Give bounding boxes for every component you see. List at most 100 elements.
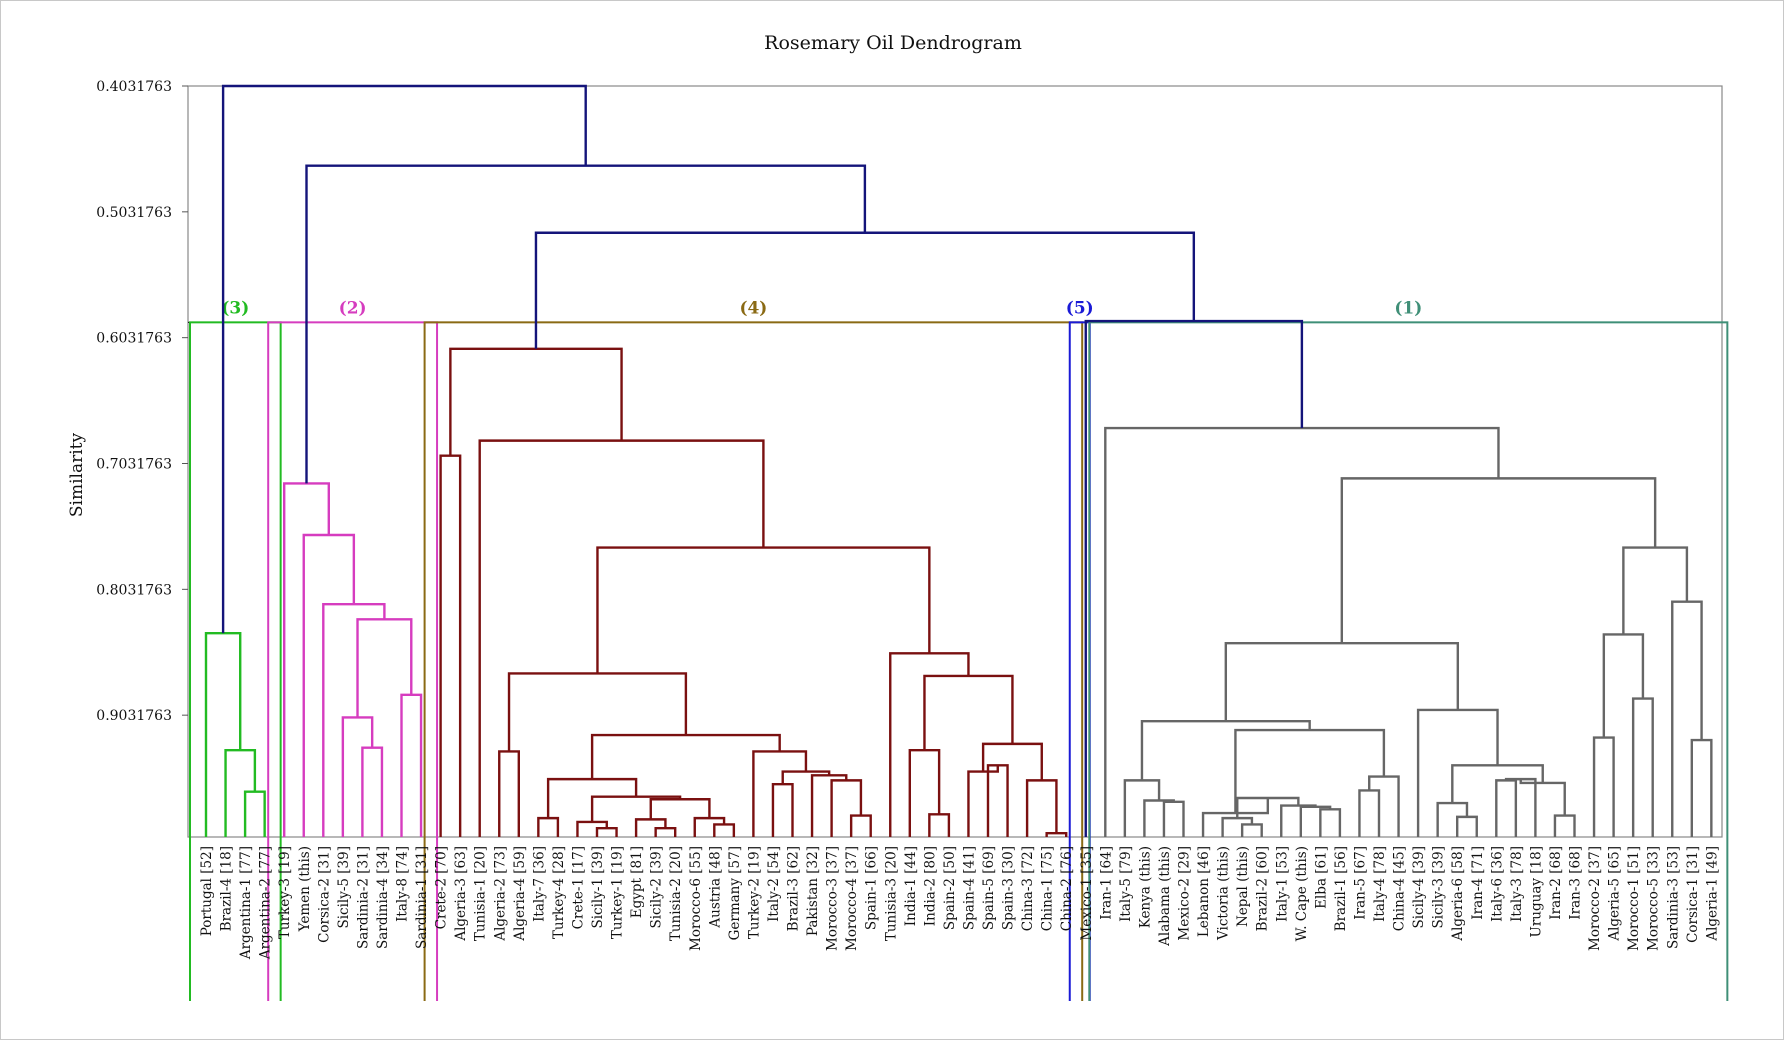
leaf-label: Morocco-2 [37] — [1587, 846, 1603, 951]
dendrogram-branch — [923, 674, 1014, 751]
dendrogram-branch — [439, 454, 462, 837]
dendrogram-branch — [537, 816, 560, 837]
dendrogram-branch — [534, 231, 1196, 349]
dendrogram-branch — [1631, 697, 1654, 837]
leaf-label: W. Cape (this) — [1294, 846, 1310, 941]
y-tick-label: 0.8031763 — [96, 582, 172, 598]
dendrogram-branch — [981, 742, 1043, 781]
dendrogram-branch — [1436, 801, 1469, 837]
leaf-label: Iran-5 [67] — [1352, 846, 1368, 920]
dendrogram-branch — [1553, 814, 1576, 837]
dendrogram-branch — [830, 779, 863, 837]
leaf-label: Morocco-1 [51] — [1626, 846, 1642, 951]
dendrogram-branch — [654, 826, 677, 837]
leaf-label: China-2 [76] — [1059, 846, 1075, 931]
plot-area: 0.4031763 0.5031763 0.6031763 0.7031763 0.80… — [96, 79, 1729, 1001]
leaf-label: Iran-2 [68] — [1548, 846, 1564, 920]
leaf-label: Italy-4 [78] — [1372, 846, 1388, 922]
leaf-label: Italy-7 [36] — [531, 846, 547, 922]
dendrogram-branch — [649, 798, 711, 820]
dendrogram-branch — [781, 770, 831, 785]
leaf-label: Italy-6 [36] — [1489, 846, 1505, 922]
dendrogram-branch — [693, 816, 726, 837]
leaf-label: Morocco-6 [55] — [688, 846, 704, 951]
dendrogram-branch — [928, 813, 951, 837]
dendrogram-branch — [596, 546, 931, 674]
dendrogram-branch — [449, 347, 623, 456]
dendrogram-branch — [1221, 816, 1254, 837]
leaf-label: Portugal [52] — [199, 846, 215, 936]
leaf-label: Mexico-1 [35] — [1079, 846, 1095, 941]
leaf-label: Mexico-2 [29] — [1177, 846, 1193, 941]
leaf-label: Nepal (this) — [1235, 846, 1251, 927]
leaf-label: Sardinia-3 [53] — [1665, 846, 1681, 949]
dendrogram-branch — [590, 795, 682, 822]
dendrogram-branch — [713, 823, 736, 837]
leaf-label: Algeria-4 [59] — [512, 846, 528, 942]
leaf-label: Turkey-2 [19] — [746, 846, 762, 939]
leaf-label: Argentina-1 [77] — [238, 846, 254, 960]
dendrogram-branch — [967, 765, 999, 837]
dendrogram-branch — [849, 814, 872, 837]
dendrogram-branch — [908, 748, 941, 837]
leaf-label: Sicily-1 [39] — [590, 846, 606, 929]
dendrogram-branch — [576, 820, 608, 837]
leaf-label: Sardinia-2 [31] — [355, 846, 371, 949]
dendrogram-branch — [1416, 708, 1499, 837]
dendrogram-branch — [1592, 736, 1615, 837]
dendrogram-branch — [1622, 546, 1689, 635]
dendrogram-branch — [1456, 815, 1478, 837]
dendrogram-branch — [986, 764, 1009, 837]
leaf-label: China-1 [75] — [1040, 846, 1056, 931]
leaf-label: Turkey-4 [28] — [551, 846, 567, 939]
leaf-label: Spain-5 [69] — [981, 846, 997, 930]
dendrogram-branch — [1123, 779, 1161, 837]
cluster-label: (4) — [739, 298, 767, 318]
leaf-label: Iran-3 [68] — [1568, 846, 1584, 920]
dendrogram-branch — [302, 533, 356, 837]
leaf-label: India-1 [44] — [903, 846, 919, 926]
cluster-label: (1) — [1394, 298, 1422, 318]
leaf-label: Sardinia-1 [31] — [414, 846, 430, 949]
dendrogram-branch — [1690, 738, 1713, 837]
dendrogram-branch — [1671, 600, 1703, 837]
leaf-label: Crete-2 [70] — [434, 846, 450, 929]
y-axis-label: Similarity — [67, 433, 87, 518]
leaf-label: Sicily-2 [39] — [649, 846, 665, 929]
dendrogram-branch — [1201, 797, 1270, 837]
dendrogram-branch — [546, 777, 638, 819]
leaf-label: Brazil-1 [56] — [1333, 846, 1349, 931]
dendrogram-branch — [1602, 633, 1645, 738]
dendrogram-branch — [283, 482, 330, 837]
leaf-label: Pakistan [32] — [805, 846, 821, 936]
dendrogram-branch — [1140, 720, 1311, 781]
plot-border — [187, 85, 1723, 838]
dendrogram-branch — [305, 164, 867, 484]
leaf-label: Iran-4 [71] — [1470, 846, 1486, 920]
dendrogram-branch — [1104, 426, 1500, 837]
dendrogram-branch — [1240, 823, 1263, 837]
chart-title: Rosemary Oil Dendrogram — [764, 32, 1022, 54]
dendrogram-branch — [498, 750, 520, 837]
cluster-label: (2) — [339, 298, 367, 318]
leaf-label: Sicily-5 [39] — [336, 846, 352, 929]
leaf-label: Egypt [81] — [629, 846, 645, 918]
leaf-label: Austria [48] — [707, 846, 723, 929]
y-tick-label: 0.5031763 — [96, 205, 172, 221]
cluster-label: (3) — [221, 298, 249, 318]
leaf-label: Lebanon [46] — [1196, 846, 1212, 937]
leaf-label: Tunisia-3 [20] — [883, 846, 899, 941]
dendrogram-branch — [356, 618, 413, 718]
leaf-label: Algeria-5 [65] — [1607, 846, 1623, 942]
leaf-label: Algeria-1 [49] — [1704, 846, 1720, 942]
leaf-label: Spain-1 [66] — [864, 846, 880, 930]
dendrogram-branch — [1340, 477, 1657, 644]
dendrogram-branch — [478, 439, 765, 837]
dendrogram-branch — [1358, 789, 1381, 837]
dendrogram-branch — [400, 693, 423, 837]
dendrogram-branch — [771, 782, 794, 837]
dendrogram-branch — [1495, 779, 1518, 837]
dendrogram-branch — [752, 750, 808, 837]
dendrogram-branch — [361, 746, 384, 837]
leaf-label: Sicily-3 [39] — [1431, 846, 1447, 929]
